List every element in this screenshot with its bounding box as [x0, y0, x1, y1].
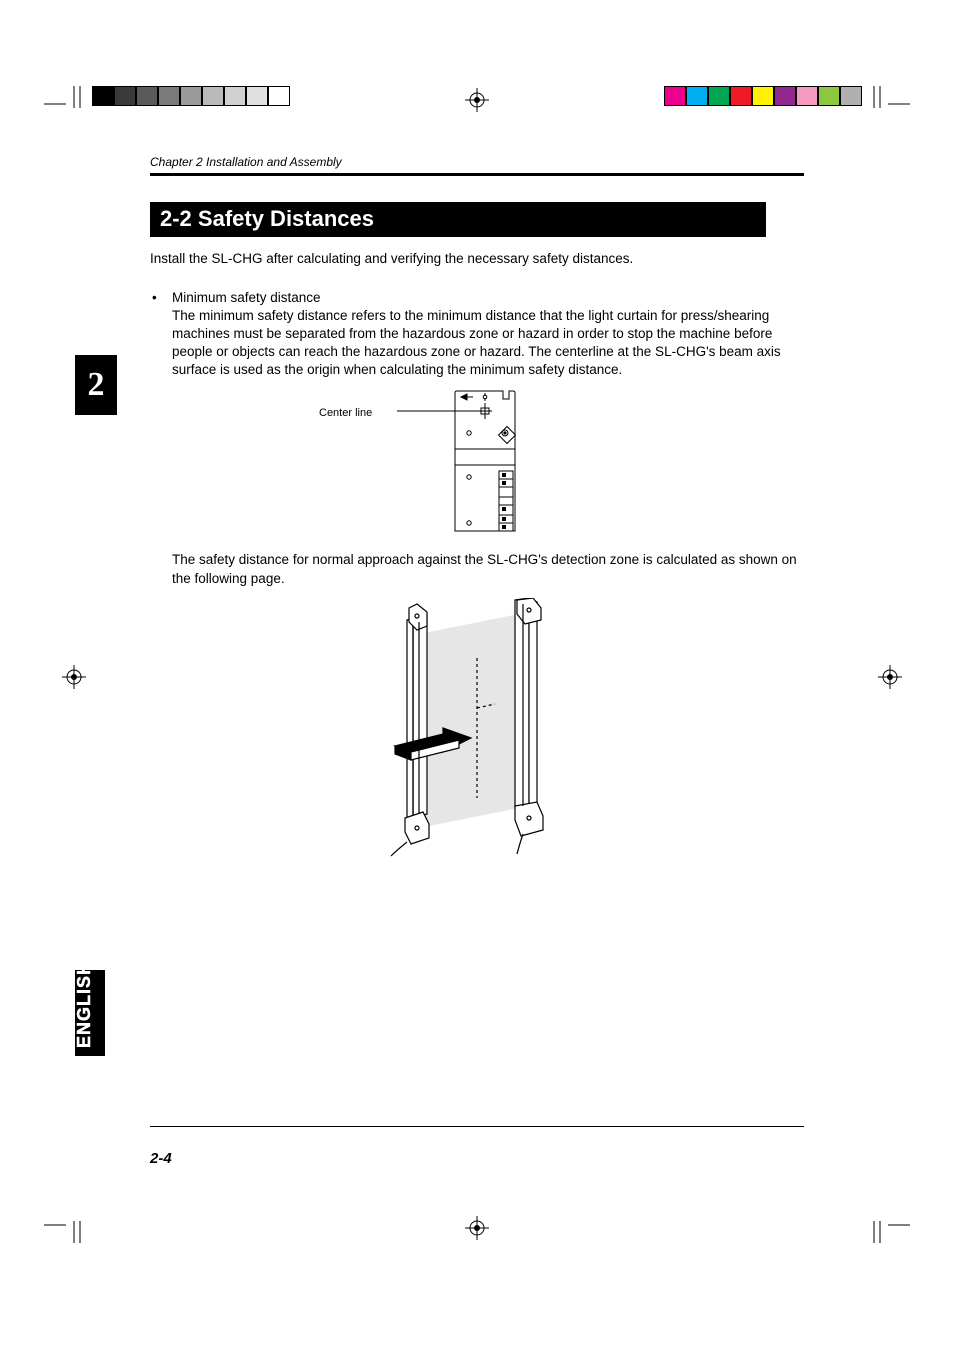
grayscale-color-bar: [92, 86, 290, 106]
registration-mark: [465, 1216, 489, 1240]
color-swatch: [774, 86, 796, 106]
color-swatch: [796, 86, 818, 106]
crop-mark: [44, 86, 84, 126]
crop-mark: [870, 86, 910, 126]
bullet-item: • Minimum safety distance: [150, 290, 804, 305]
registration-mark: [62, 665, 86, 689]
crop-mark: [44, 1203, 84, 1243]
color-swatch: [708, 86, 730, 106]
footer-rule: [150, 1126, 804, 1127]
bullet-label: Minimum safety distance: [172, 290, 321, 305]
color-swatch: [114, 86, 136, 106]
body-paragraph: The minimum safety distance refers to th…: [172, 307, 804, 380]
bullet-marker: •: [150, 290, 172, 305]
section-title: 2-2 Safety Distances: [150, 202, 766, 237]
intro-text: Install the SL-CHG after calculating and…: [150, 251, 804, 266]
color-swatch: [818, 86, 840, 106]
color-swatch: [246, 86, 268, 106]
color-swatch: [92, 86, 114, 106]
chapter-tab: 2: [75, 355, 117, 415]
color-swatch: [268, 86, 290, 106]
color-swatch: [840, 86, 862, 106]
page-content: Chapter 2 Installation and Assembly 2-2 …: [150, 155, 804, 858]
crop-mark: [870, 1203, 910, 1243]
color-swatch: [180, 86, 202, 106]
color-swatch: [202, 86, 224, 106]
color-swatch: [752, 86, 774, 106]
color-swatch: [158, 86, 180, 106]
header-rule: [150, 173, 804, 176]
detection-zone-diagram: [347, 598, 607, 858]
color-swatch: [664, 86, 686, 106]
body-paragraph: The safety distance for normal approach …: [172, 551, 804, 587]
color-swatch: [136, 86, 158, 106]
color-swatch: [730, 86, 752, 106]
page-number: 2-4: [150, 1150, 172, 1167]
language-tab: ENGLISH ENGLISH: [75, 970, 105, 1056]
chapter-header: Chapter 2 Installation and Assembly: [150, 155, 804, 173]
registration-mark: [465, 88, 489, 112]
color-swatch: [224, 86, 246, 106]
cmyk-color-bar: [664, 86, 862, 106]
color-swatch: [686, 86, 708, 106]
registration-mark: [878, 665, 902, 689]
centerline-diagram: Center line: [397, 389, 557, 537]
svg-text:ENGLISH: ENGLISH: [75, 970, 94, 1048]
centerline-label: Center line: [319, 407, 372, 419]
